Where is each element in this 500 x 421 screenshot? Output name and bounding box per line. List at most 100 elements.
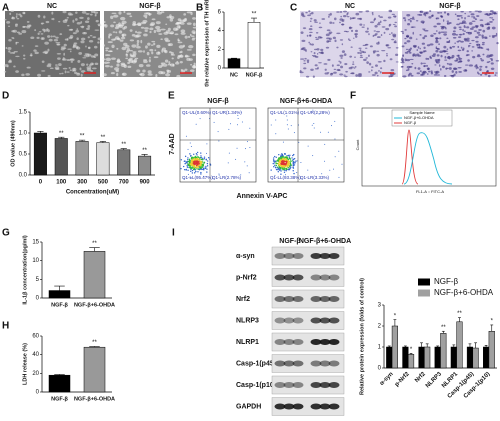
event-dot xyxy=(287,159,289,162)
cell xyxy=(120,16,126,21)
cell xyxy=(93,45,98,49)
event-dot xyxy=(273,166,275,168)
cell xyxy=(482,53,485,56)
cell xyxy=(449,75,453,77)
cell xyxy=(457,18,460,21)
cell xyxy=(151,51,154,55)
bar xyxy=(456,321,463,369)
cell xyxy=(391,38,395,41)
cell xyxy=(485,48,489,50)
cell xyxy=(494,74,497,77)
cell xyxy=(109,50,113,53)
cell xyxy=(488,12,492,16)
cell xyxy=(490,67,495,70)
x-tick-label: NGF-β xyxy=(51,302,68,308)
cell xyxy=(80,40,85,44)
cell xyxy=(409,36,413,40)
cell xyxy=(191,37,196,39)
cell xyxy=(453,26,457,30)
cell xyxy=(476,66,479,69)
event-dot xyxy=(194,169,196,171)
cell xyxy=(140,21,147,25)
blot-band xyxy=(292,339,304,345)
row-label: NLRP1 xyxy=(236,339,259,346)
cell xyxy=(460,17,464,19)
event-dot xyxy=(191,172,194,174)
event-dot xyxy=(289,161,292,163)
cell xyxy=(457,61,460,64)
cell xyxy=(11,30,15,33)
cell xyxy=(189,33,192,37)
event-dot xyxy=(283,171,286,173)
event-dot xyxy=(246,141,248,143)
event-dot xyxy=(199,162,201,164)
cell xyxy=(443,45,447,49)
cell xyxy=(85,45,87,48)
cell xyxy=(79,67,82,71)
cell xyxy=(16,18,20,20)
cell xyxy=(110,24,115,28)
cell xyxy=(127,61,130,65)
event-dot xyxy=(287,128,289,130)
cell xyxy=(434,64,437,66)
event-dot xyxy=(201,163,203,166)
row-label: Nrf2 xyxy=(236,296,250,303)
row-label: Casp-1(p10) xyxy=(236,382,276,389)
blot-band xyxy=(328,296,340,302)
cell xyxy=(444,55,447,59)
blot-band xyxy=(328,403,340,410)
bar xyxy=(138,155,152,176)
cell xyxy=(478,44,481,47)
cell xyxy=(42,51,45,54)
event-dot xyxy=(280,157,282,159)
event-dot xyxy=(206,168,208,170)
cell xyxy=(377,60,382,63)
cell xyxy=(370,69,373,72)
cell xyxy=(446,13,449,15)
cell xyxy=(343,10,348,13)
cell xyxy=(102,58,106,61)
cell xyxy=(160,28,166,31)
cell xyxy=(313,19,317,22)
cell xyxy=(80,37,86,41)
cell xyxy=(306,34,309,37)
event-dot xyxy=(300,162,302,164)
event-dot xyxy=(194,162,196,164)
cell xyxy=(400,30,404,33)
cell xyxy=(3,19,7,21)
cell xyxy=(171,57,174,60)
cell xyxy=(363,58,367,62)
blot-band xyxy=(274,339,286,345)
event-dot xyxy=(194,160,196,163)
event-dot xyxy=(283,160,285,163)
event-dot xyxy=(191,167,193,170)
cell xyxy=(395,47,399,49)
cell xyxy=(350,66,354,68)
cell xyxy=(22,25,26,29)
y-axis-label: the relative expression of TH mRNA xyxy=(204,0,210,87)
blot-band xyxy=(283,339,295,345)
cell xyxy=(378,21,381,24)
event-dot xyxy=(334,138,336,140)
event-dot xyxy=(201,166,204,168)
blot-band xyxy=(274,253,286,259)
cell xyxy=(88,39,94,43)
cell xyxy=(365,57,368,59)
cell xyxy=(492,18,495,21)
cell xyxy=(435,37,440,40)
event-dot xyxy=(298,141,300,143)
cell xyxy=(15,15,18,19)
cell xyxy=(44,41,49,45)
x-tick-label: p-Nrf2 xyxy=(394,371,411,388)
cell xyxy=(118,11,122,15)
event-dot xyxy=(190,156,193,159)
cell xyxy=(412,31,415,35)
image-label: NGF-β xyxy=(439,3,461,10)
cell xyxy=(448,67,452,70)
event-dot xyxy=(285,168,288,171)
panel-letter: F xyxy=(350,91,356,102)
cell xyxy=(26,20,30,23)
cell xyxy=(443,75,447,77)
cell xyxy=(353,67,356,69)
cell xyxy=(444,50,448,53)
